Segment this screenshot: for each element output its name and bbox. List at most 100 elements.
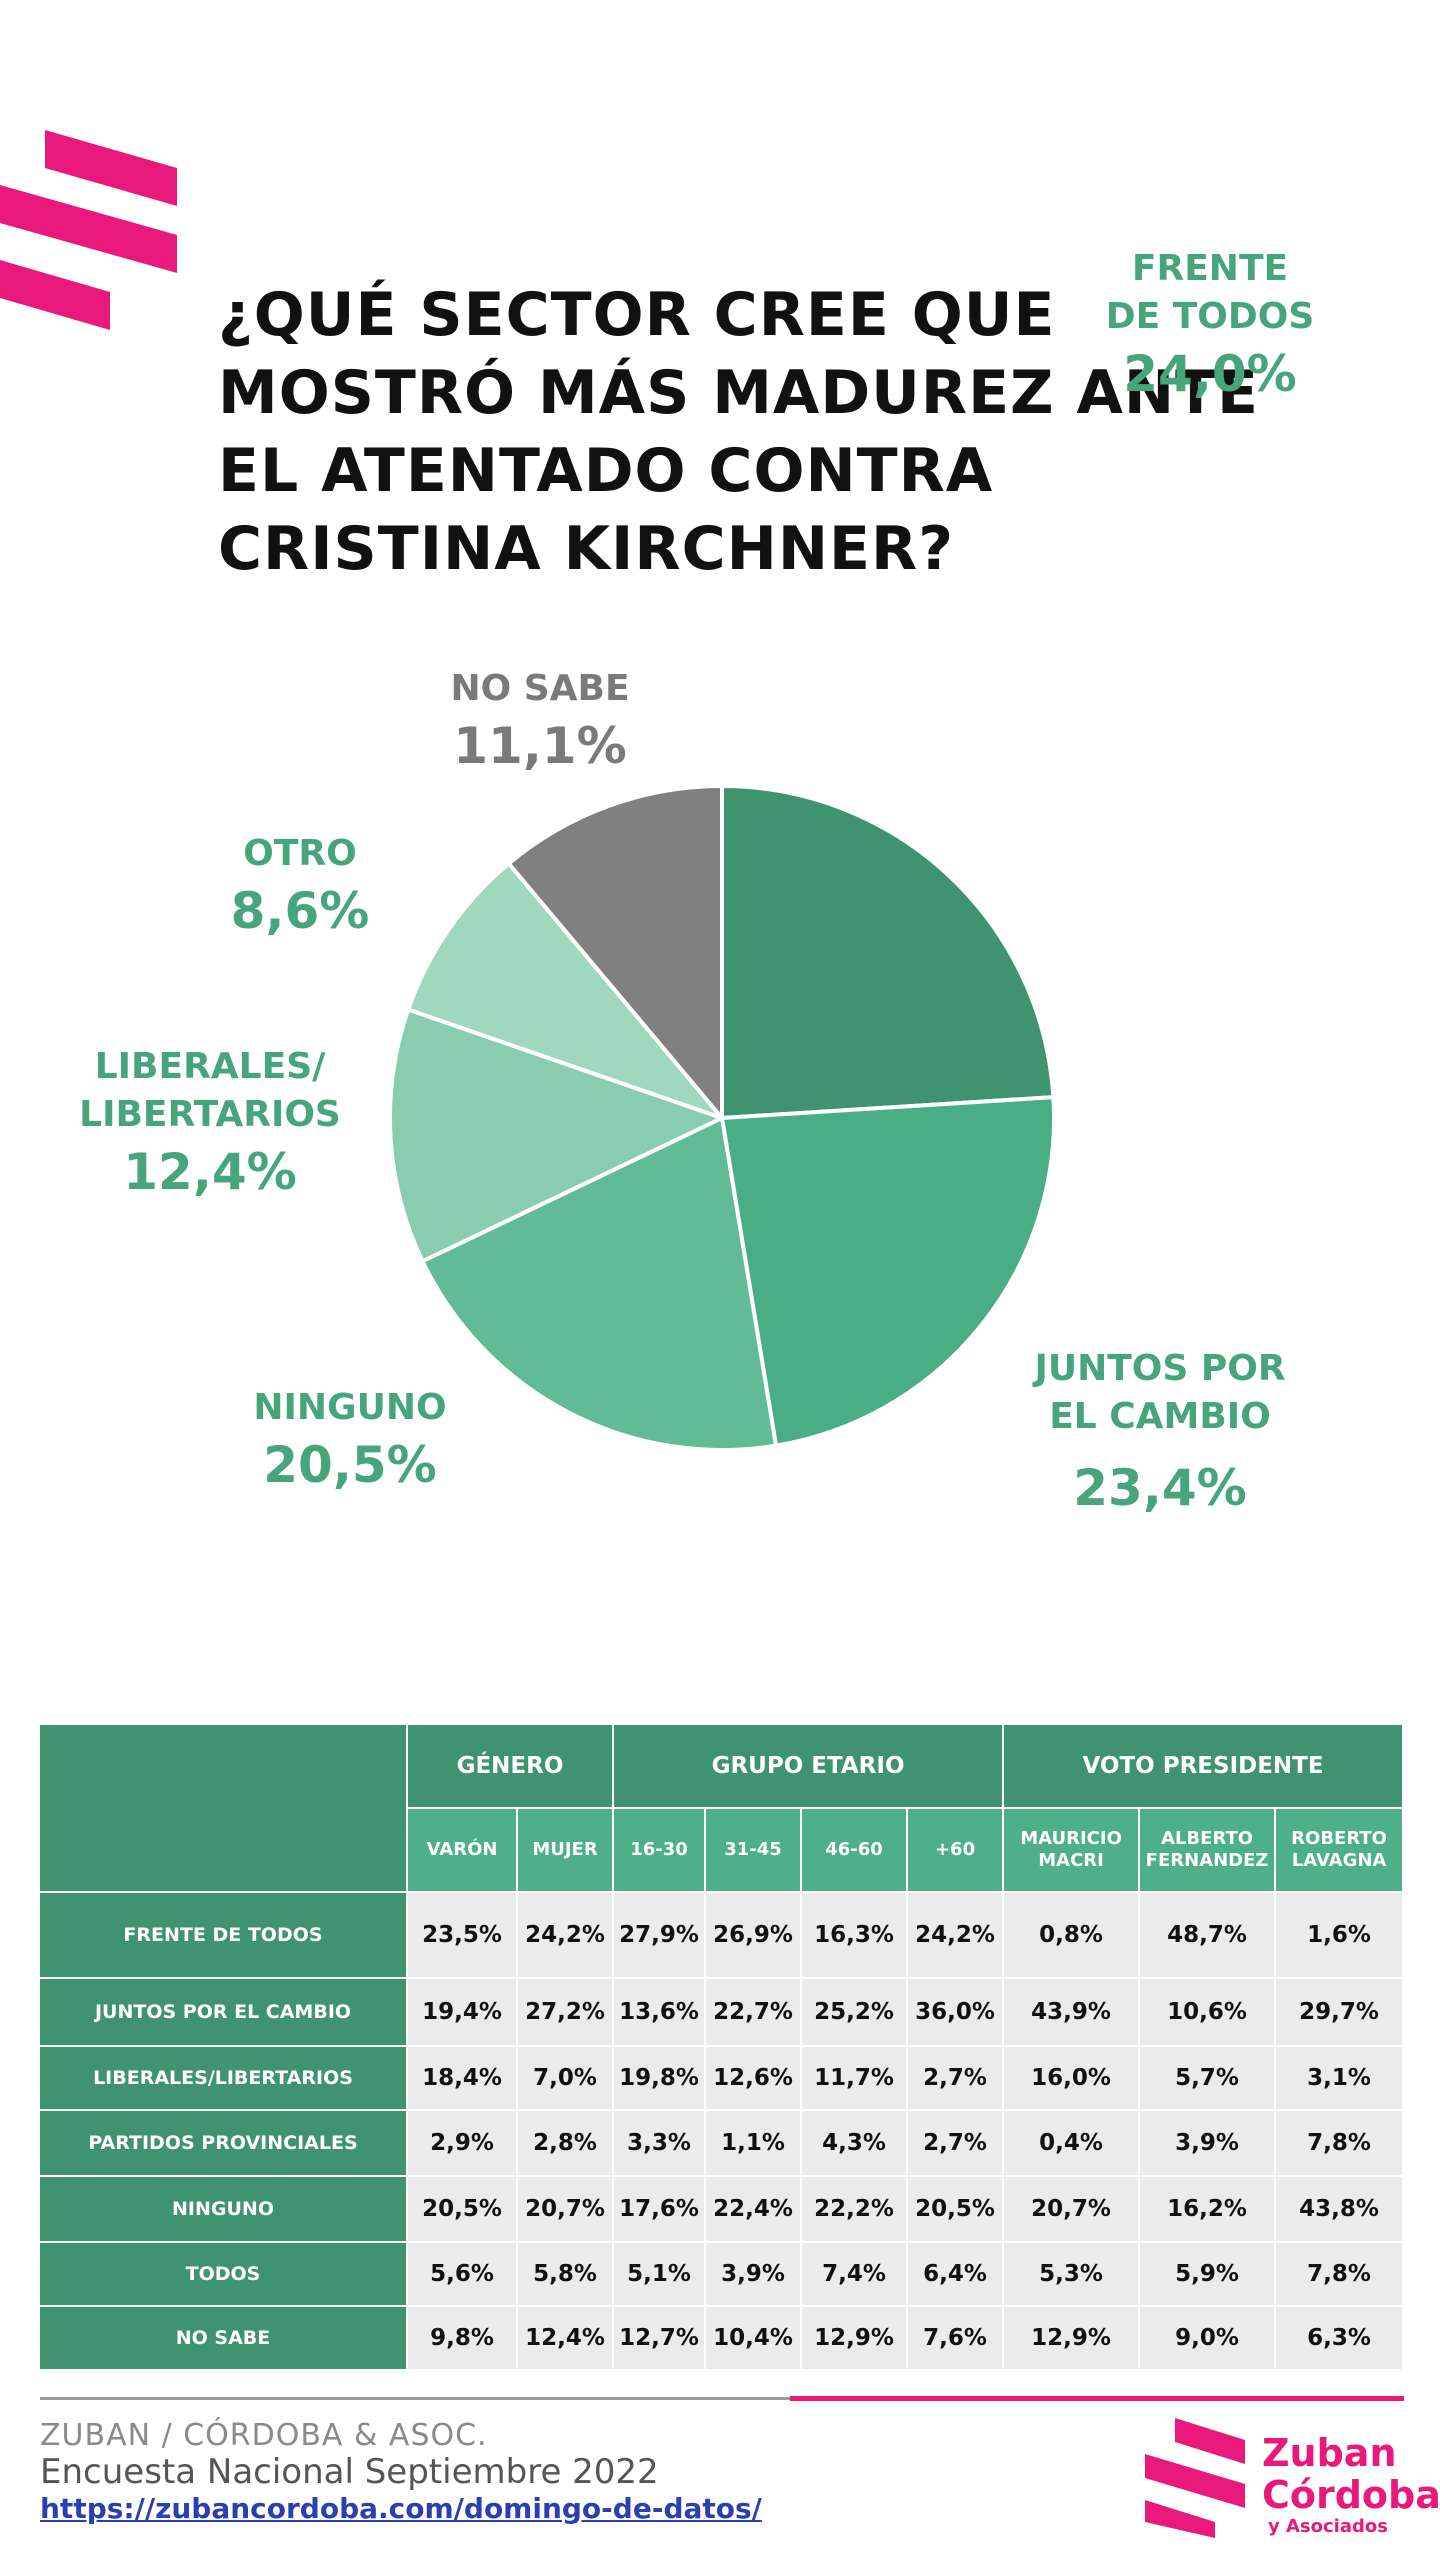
table-cell: 12,4%: [518, 2307, 615, 2371]
table-cell: 5,3%: [1004, 2243, 1141, 2307]
pie-slice: [420, 1116, 778, 1452]
table-cell: 16,2%: [1140, 2177, 1277, 2243]
column-header-line: LAVAGNA: [1291, 1850, 1387, 1871]
column-header-row: VARÓN MUJER 16-30 31-45 46-60 +60 MAURICIO MACR…: [40, 1809, 1405, 1893]
slice-value: 23,4%: [1073, 1459, 1247, 1517]
footer-link[interactable]: https://zubancordoba.com/domingo-de-dato…: [40, 2492, 762, 2525]
table-row: TODOS 5,6% 5,8% 5,1% 3,9% 7,4% 6,4% 5,3% 5,9% 7,8…: [40, 2243, 1405, 2307]
slice-name-line: LIBERALES/: [94, 1046, 326, 1087]
row-label: JUNTOS POR EL CAMBIO: [40, 1979, 408, 2047]
table-cell: 16,3%: [802, 1893, 909, 1979]
column-header-line: MAURICIO: [1020, 1828, 1122, 1849]
table-cell: 20,5%: [908, 2177, 1005, 2243]
table-cell: 2,9%: [408, 2111, 518, 2177]
table-cell: 3,9%: [706, 2243, 803, 2307]
slice-value: 24,0%: [1123, 345, 1297, 403]
column-header: ROBERTO LAVAGNA: [1276, 1809, 1405, 1893]
slice-label-otro: OTRO 8,6%: [200, 830, 400, 944]
table-cell: 6,4%: [908, 2243, 1005, 2307]
logo-icon: [1145, 2418, 1245, 2538]
table-cell: 3,1%: [1276, 2047, 1405, 2111]
slice-name-line: FRENTE: [1131, 248, 1289, 289]
slice-name-line: JUNTOS POR: [1034, 1348, 1286, 1389]
column-header: 16-30: [614, 1809, 707, 1893]
table-cell: 5,6%: [408, 2243, 518, 2307]
table-row: NINGUNO 20,5% 20,7% 17,6% 22,4% 22,2% 20,5% 20,…: [40, 2177, 1405, 2243]
table-cell: 22,2%: [802, 2177, 909, 2243]
table-cell: 1,1%: [706, 2111, 803, 2177]
column-header-line: 31-45: [724, 1839, 782, 1860]
table-cell: 18,4%: [408, 2047, 518, 2111]
column-header-line: FERNANDEZ: [1145, 1850, 1269, 1871]
table-cell: 5,1%: [614, 2243, 707, 2307]
row-label: NO SABE: [40, 2307, 408, 2371]
table-cell: 5,8%: [518, 2243, 615, 2307]
table-row: NO SABE 9,8% 12,4% 12,7% 10,4% 12,9% 7,6% 12,9%…: [40, 2307, 1405, 2371]
row-label: FRENTE DE TODOS: [40, 1893, 408, 1979]
table-cell: 26,9%: [706, 1893, 803, 1979]
slice-name-line: LIBERTARIOS: [79, 1094, 341, 1135]
pie-slice: [720, 1095, 1056, 1448]
group-header-genero: GÉNERO: [408, 1725, 615, 1809]
table-cell: 0,4%: [1004, 2111, 1141, 2177]
table-cell: 3,3%: [614, 2111, 707, 2177]
slice-value: 20,5%: [263, 1436, 437, 1494]
table-corner: [40, 1725, 408, 1893]
pie-slice: [720, 784, 1056, 1120]
slice-name-line: NINGUNO: [253, 1387, 447, 1428]
table-cell: 12,6%: [706, 2047, 803, 2111]
table-cell: 6,3%: [1276, 2307, 1405, 2371]
table-cell: 16,0%: [1004, 2047, 1141, 2111]
title-line: CRISTINA KIRCHNER?: [218, 514, 955, 584]
column-header-line: 16-30: [630, 1839, 688, 1860]
slice-value: 8,6%: [230, 882, 370, 940]
table-cell: 9,0%: [1140, 2307, 1277, 2371]
table-cell: 5,7%: [1140, 2047, 1277, 2111]
logo-line: Zuban: [1262, 2431, 1397, 2475]
table-cell: 2,8%: [518, 2111, 615, 2177]
column-header: 46-60: [802, 1809, 909, 1893]
slice-label-ninguno: NINGUNO 20,5%: [220, 1384, 480, 1498]
table-cell: 24,2%: [908, 1893, 1005, 1979]
group-header-voto-presidente: VOTO PRESIDENTE: [1004, 1725, 1405, 1809]
table-cell: 23,5%: [408, 1893, 518, 1979]
pie-chart: [388, 784, 1056, 1452]
table-cell: 12,7%: [614, 2307, 707, 2371]
slice-name-line: DE TODOS: [1105, 296, 1315, 337]
column-header: +60: [908, 1809, 1005, 1893]
table-cell: 22,7%: [706, 1979, 803, 2047]
table-cell: 17,6%: [614, 2177, 707, 2243]
table-cell: 13,6%: [614, 1979, 707, 2047]
table-cell: 27,2%: [518, 1979, 615, 2047]
slice-label-liberales-libertarios: LIBERALES/ LIBERTARIOS 12,4%: [60, 1043, 360, 1205]
table-cell: 12,9%: [1004, 2307, 1141, 2371]
footer-accent-divider: [790, 2396, 1404, 2401]
page-title: ¿QUÉ SECTOR CREE QUE MOSTRÓ MÁS MADUREZ …: [218, 276, 1298, 588]
table-cell: 19,8%: [614, 2047, 707, 2111]
row-label: TODOS: [40, 2243, 408, 2307]
table-cell: 3,9%: [1140, 2111, 1277, 2177]
table-cell: 11,7%: [802, 2047, 909, 2111]
table-row: LIBERALES/LIBERTARIOS 18,4% 7,0% 19,8% 12,6%…: [40, 2047, 1405, 2111]
pie-slice: [406, 861, 724, 1120]
table-cell: 4,3%: [802, 2111, 909, 2177]
column-header-line: 46-60: [825, 1839, 883, 1860]
table-row: JUNTOS POR EL CAMBIO 19,4% 27,2% 13,6% 22,7%…: [40, 1979, 1405, 2047]
pie-slice: [388, 1007, 724, 1264]
slice-label-no-sabe: NO SABE 11,1%: [420, 665, 660, 779]
slice-value: 12,4%: [123, 1143, 297, 1201]
slice-value: 11,1%: [453, 717, 627, 775]
logo-line: y Asociados: [1268, 2516, 1388, 2537]
column-header-line: MACRI: [1038, 1850, 1104, 1871]
crosstab-table: GÉNERO GRUPO ETARIO VOTO PRESIDENTE VARÓ…: [40, 1725, 1405, 2371]
table-row: PARTIDOS PROVINCIALES 2,9% 2,8% 3,3% 1,1% 4,3…: [40, 2111, 1405, 2177]
decorative-stripes-icon: [0, 130, 177, 330]
table-cell: 29,7%: [1276, 1979, 1405, 2047]
table-cell: 7,8%: [1276, 2111, 1405, 2177]
table-cell: 7,0%: [518, 2047, 615, 2111]
pie-slice: [506, 784, 724, 1120]
logo: Zuban Córdoba y Asociados: [1262, 2432, 1440, 2538]
table-cell: 1,6%: [1276, 1893, 1405, 1979]
table-cell: 2,7%: [908, 2111, 1005, 2177]
row-label: LIBERALES/LIBERTARIOS: [40, 2047, 408, 2111]
